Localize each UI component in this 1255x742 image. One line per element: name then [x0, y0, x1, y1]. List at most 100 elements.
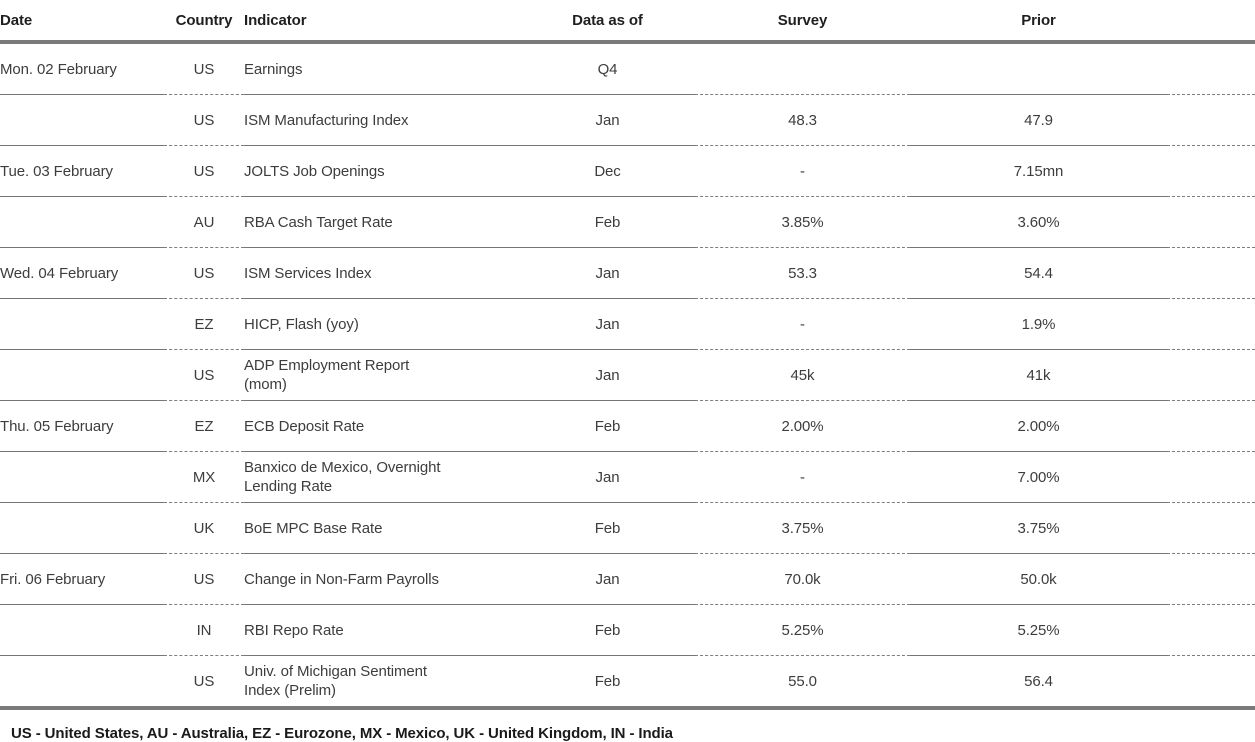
cell-survey: 48.3	[695, 94, 910, 146]
cell-data-as-of: Feb	[520, 604, 695, 656]
cell-trailing	[1167, 42, 1255, 95]
cell-country: US	[164, 94, 244, 146]
table-row: Wed. 04 February US ISM Services Index Jan 5…	[0, 247, 1255, 299]
cell-date	[0, 196, 164, 248]
cell-indicator: ISM Services Index	[244, 247, 520, 299]
cell-prior: 41k	[910, 349, 1167, 401]
cell-prior: 7.00%	[910, 451, 1167, 503]
cell-prior	[910, 42, 1167, 95]
column-header-survey: Survey	[695, 0, 910, 44]
economic-calendar-table: Date Country Indicator Data as of Survey…	[0, 0, 1255, 710]
cell-survey: -	[695, 298, 910, 350]
cell-prior: 7.15mn	[910, 145, 1167, 197]
cell-survey: -	[695, 451, 910, 503]
cell-country: EZ	[164, 298, 244, 350]
cell-data-as-of: Feb	[520, 196, 695, 248]
cell-data-as-of: Q4	[520, 42, 695, 95]
cell-date	[0, 298, 164, 350]
cell-date	[0, 349, 164, 401]
table-row: Mon. 02 February US Earnings Q4	[0, 42, 1255, 95]
cell-country: US	[164, 655, 244, 710]
column-header-trailing	[1167, 0, 1255, 44]
cell-survey: 5.25%	[695, 604, 910, 656]
cell-indicator: Univ. of Michigan Sentiment Index (Preli…	[244, 655, 520, 710]
cell-trailing	[1167, 451, 1255, 503]
cell-indicator: RBA Cash Target Rate	[244, 196, 520, 248]
cell-country: EZ	[164, 400, 244, 452]
cell-prior: 3.75%	[910, 502, 1167, 554]
cell-date	[0, 502, 164, 554]
cell-country: IN	[164, 604, 244, 656]
cell-indicator: RBI Repo Rate	[244, 604, 520, 656]
cell-trailing	[1167, 400, 1255, 452]
cell-date	[0, 604, 164, 656]
column-header-country: Country	[164, 0, 244, 44]
cell-trailing	[1167, 145, 1255, 197]
table-row: Thu. 05 February EZ ECB Deposit Rate Feb 2.0…	[0, 400, 1255, 452]
cell-trailing	[1167, 94, 1255, 146]
cell-date	[0, 655, 164, 710]
cell-survey: 45k	[695, 349, 910, 401]
cell-trailing	[1167, 502, 1255, 554]
cell-country: US	[164, 145, 244, 197]
cell-trailing	[1167, 298, 1255, 350]
cell-trailing	[1167, 247, 1255, 299]
cell-date: Thu. 05 February	[0, 400, 164, 452]
table-row: US ISM Manufacturing Index Jan 48.3 47.9	[0, 94, 1255, 146]
cell-indicator: ISM Manufacturing Index	[244, 94, 520, 146]
cell-trailing	[1167, 349, 1255, 401]
cell-country: UK	[164, 502, 244, 554]
cell-indicator: JOLTS Job Openings	[244, 145, 520, 197]
cell-prior: 56.4	[910, 655, 1167, 710]
cell-prior: 1.9%	[910, 298, 1167, 350]
table-row: MX Banxico de Mexico, Overnight Lending R…	[0, 451, 1255, 503]
cell-date: Wed. 04 February	[0, 247, 164, 299]
cell-survey	[695, 42, 910, 95]
table-row: Tue. 03 February US JOLTS Job Openings Dec -…	[0, 145, 1255, 197]
cell-survey: -	[695, 145, 910, 197]
column-header-prior: Prior	[910, 0, 1167, 44]
cell-trailing	[1167, 196, 1255, 248]
cell-trailing	[1167, 655, 1255, 710]
cell-prior: 47.9	[910, 94, 1167, 146]
table-body: Mon. 02 February US Earnings Q4 US ISM Manufa…	[0, 42, 1255, 710]
cell-prior: 54.4	[910, 247, 1167, 299]
header-row: Date Country Indicator Data as of Survey…	[0, 0, 1255, 44]
cell-indicator: ECB Deposit Rate	[244, 400, 520, 452]
cell-survey: 3.85%	[695, 196, 910, 248]
table-row: AU RBA Cash Target Rate Feb 3.85% 3.60%	[0, 196, 1255, 248]
table-row: UK BoE MPC Base Rate Feb 3.75% 3.75%	[0, 502, 1255, 554]
cell-data-as-of: Jan	[520, 553, 695, 605]
country-code-legend: US - United States, AU - Australia, EZ -…	[11, 725, 673, 742]
table-row: EZ HICP, Flash (yoy) Jan -1.9%	[0, 298, 1255, 350]
table-row: US ADP Employment Report (mom) Jan 45k 41k	[0, 349, 1255, 401]
column-header-date: Date	[0, 0, 164, 44]
cell-country: US	[164, 247, 244, 299]
cell-trailing	[1167, 604, 1255, 656]
table-row: US Univ. of Michigan Sentiment Index (Pre…	[0, 655, 1255, 710]
cell-survey: 2.00%	[695, 400, 910, 452]
cell-prior: 50.0k	[910, 553, 1167, 605]
cell-indicator: BoE MPC Base Rate	[244, 502, 520, 554]
cell-data-as-of: Feb	[520, 655, 695, 710]
cell-date	[0, 451, 164, 503]
cell-survey: 53.3	[695, 247, 910, 299]
cell-indicator: Change in Non-Farm Payrolls	[244, 553, 520, 605]
cell-survey: 3.75%	[695, 502, 910, 554]
cell-prior: 3.60%	[910, 196, 1167, 248]
cell-data-as-of: Jan	[520, 247, 695, 299]
cell-data-as-of: Feb	[520, 502, 695, 554]
cell-date	[0, 94, 164, 146]
table-row: IN RBI Repo Rate Feb 5.25% 5.25%	[0, 604, 1255, 656]
cell-data-as-of: Feb	[520, 400, 695, 452]
cell-prior: 5.25%	[910, 604, 1167, 656]
table-row: Fri. 06 February US Change in Non-Farm Pay…	[0, 553, 1255, 605]
cell-date: Fri. 06 February	[0, 553, 164, 605]
cell-date: Mon. 02 February	[0, 42, 164, 95]
cell-prior: 2.00%	[910, 400, 1167, 452]
cell-survey: 55.0	[695, 655, 910, 710]
cell-indicator: HICP, Flash (yoy)	[244, 298, 520, 350]
cell-indicator: Banxico de Mexico, Overnight Lending Rat…	[244, 451, 520, 503]
cell-indicator: ADP Employment Report (mom)	[244, 349, 520, 401]
